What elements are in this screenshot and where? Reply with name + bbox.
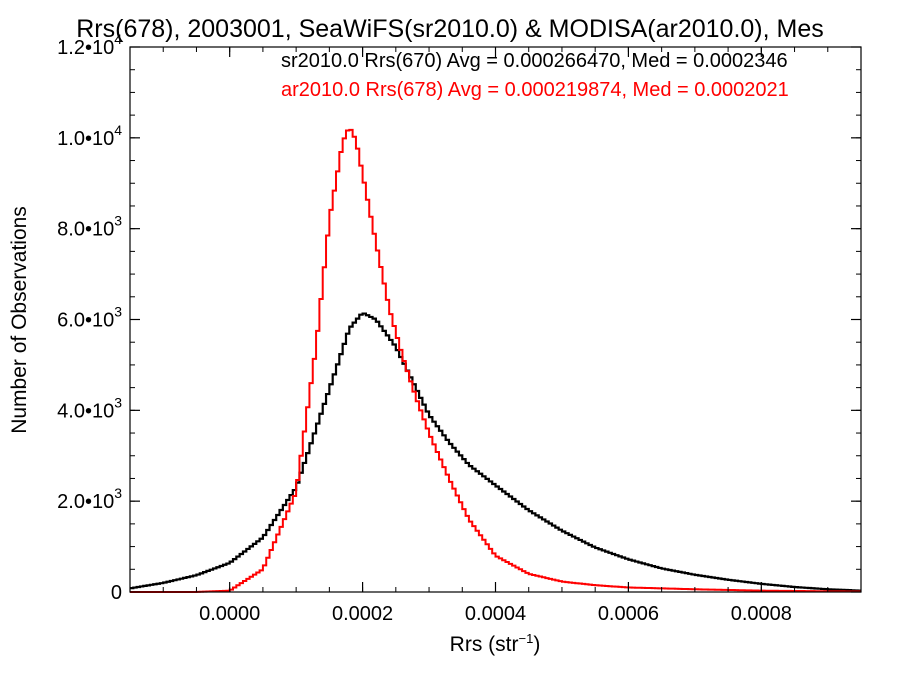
y-axis-label: Number of Observations bbox=[8, 206, 31, 434]
y-tick-label: 1.2•104 bbox=[57, 31, 122, 59]
x-tick-label: 0.0008 bbox=[731, 603, 792, 625]
y-tick-label: 4.0•103 bbox=[57, 394, 122, 422]
legend-entry-red: ar2010.0 Rrs(678) Avg = 0.000219874, Med… bbox=[281, 79, 789, 101]
x-axis-label-tail: ) bbox=[533, 633, 540, 656]
y-tick-label: 1.0•104 bbox=[57, 122, 122, 150]
x-tick-label: 0.0006 bbox=[598, 603, 659, 625]
series-black-line bbox=[130, 312, 861, 592]
x-tick-label: 0.0004 bbox=[465, 603, 526, 625]
y-tick-label: 8.0•103 bbox=[57, 213, 122, 241]
x-axis-label-base: Rrs (str bbox=[450, 633, 519, 656]
y-tick-label: 0 bbox=[111, 582, 122, 604]
legend-entry-black: sr2010.0 Rrs(670) Avg = 0.000266470, Med… bbox=[281, 50, 788, 72]
chart-title: Rrs(678), 2003001, SeaWiFS(sr2010.0) & M… bbox=[76, 15, 824, 43]
x-tick-label: 0.0002 bbox=[332, 603, 393, 625]
axis-ticks: 0.0000 0.0002 0.0004 0.0006 0.0008 0 2.0•103 4.… bbox=[57, 31, 862, 625]
x-axis-label: Rrs (str−1) bbox=[450, 631, 541, 656]
y-tick-label: 6.0•103 bbox=[57, 304, 122, 332]
series-red-line bbox=[130, 128, 861, 593]
series-layer bbox=[130, 128, 861, 593]
plot-frame bbox=[129, 46, 862, 593]
x-axis-label-sup: −1 bbox=[519, 631, 534, 646]
y-tick-label: 2.0•103 bbox=[57, 485, 122, 513]
x-tick-label: 0.0000 bbox=[199, 603, 260, 625]
